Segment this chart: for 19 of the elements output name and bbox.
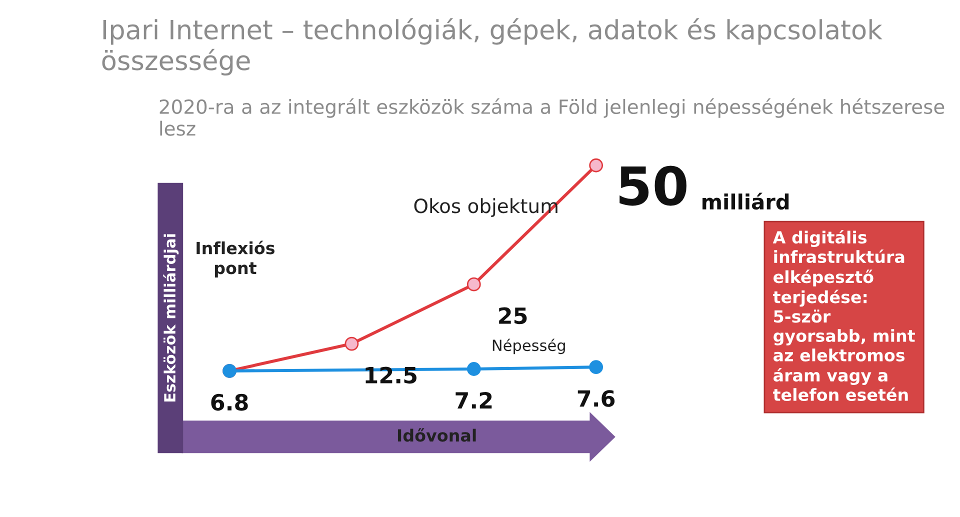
point: [466, 277, 481, 292]
series-label: Népesség: [492, 338, 565, 354]
chart-subtitle: 2020-ra a az integrált eszközök száma a Föld jelenlegi népességének hétszerese lesz: [160, 98, 944, 136]
text: A digitális infrastruktúra elképesztő terjedése: 5-ször gyorsabb, mint az elektromos áram vagy a telefon esetén: [772, 230, 915, 402]
point: [589, 158, 604, 172]
text: milliárd: [702, 192, 789, 210]
point: [344, 336, 359, 351]
annotation: Inflexiós pont: [196, 240, 274, 278]
chart-title: Ipari Internet – technológiák, gépek, adatok és kapcsolatok összessége: [102, 18, 882, 76]
data-label: 50: [620, 166, 686, 206]
y-axis-title: Eszközök milliárdjai: [163, 234, 179, 402]
data-label: 6.8: [211, 394, 248, 411]
point: [589, 360, 604, 374]
x-axis-title: Idővonal: [398, 428, 476, 442]
data-label: 12.5: [366, 366, 416, 384]
data-label: 25: [499, 307, 527, 324]
point: [466, 362, 481, 376]
data-label: 7.2: [456, 392, 492, 408]
data-label: 7.6: [578, 390, 615, 407]
